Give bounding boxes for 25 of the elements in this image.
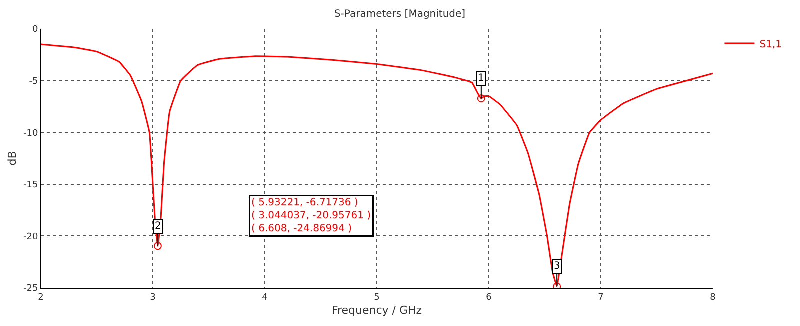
annotation: 3 bbox=[554, 261, 560, 272]
point bbox=[477, 94, 486, 103]
x-axis-title: Frequency / GHz bbox=[332, 304, 422, 317]
annotation: ( 5.93221, -6.71736 ) bbox=[252, 198, 358, 208]
y-axis-title: dB bbox=[6, 151, 20, 166]
y-tick-label: 0 bbox=[32, 25, 38, 36]
y-tick-label: -15 bbox=[23, 180, 38, 191]
y-tick-label: -10 bbox=[23, 128, 38, 139]
point bbox=[154, 242, 162, 250]
x-tick-label: 4 bbox=[262, 292, 268, 303]
y-tick-label: -25 bbox=[23, 284, 38, 294]
x-tick-label: 5 bbox=[374, 292, 380, 303]
legend-label: S1,1 bbox=[760, 39, 782, 50]
y-tick-label: -5 bbox=[29, 76, 38, 87]
x-tick-label: 7 bbox=[598, 292, 604, 303]
y-tick-label: -20 bbox=[23, 232, 38, 242]
chart-title: S-Parameters [Magnitude] bbox=[334, 8, 466, 20]
annotation: 2 bbox=[155, 221, 162, 232]
annotation: 1 bbox=[478, 73, 484, 84]
x-tick-label: 3 bbox=[150, 292, 156, 303]
annotation: ( 3.044037, -20.95761 ) bbox=[252, 210, 372, 222]
annotation: ( 6.608, -24.86994 ) bbox=[252, 224, 352, 234]
x-tick-label: 6 bbox=[486, 292, 492, 303]
x-tick-label: 8 bbox=[710, 292, 716, 303]
x-tick-label: 2 bbox=[38, 292, 44, 303]
